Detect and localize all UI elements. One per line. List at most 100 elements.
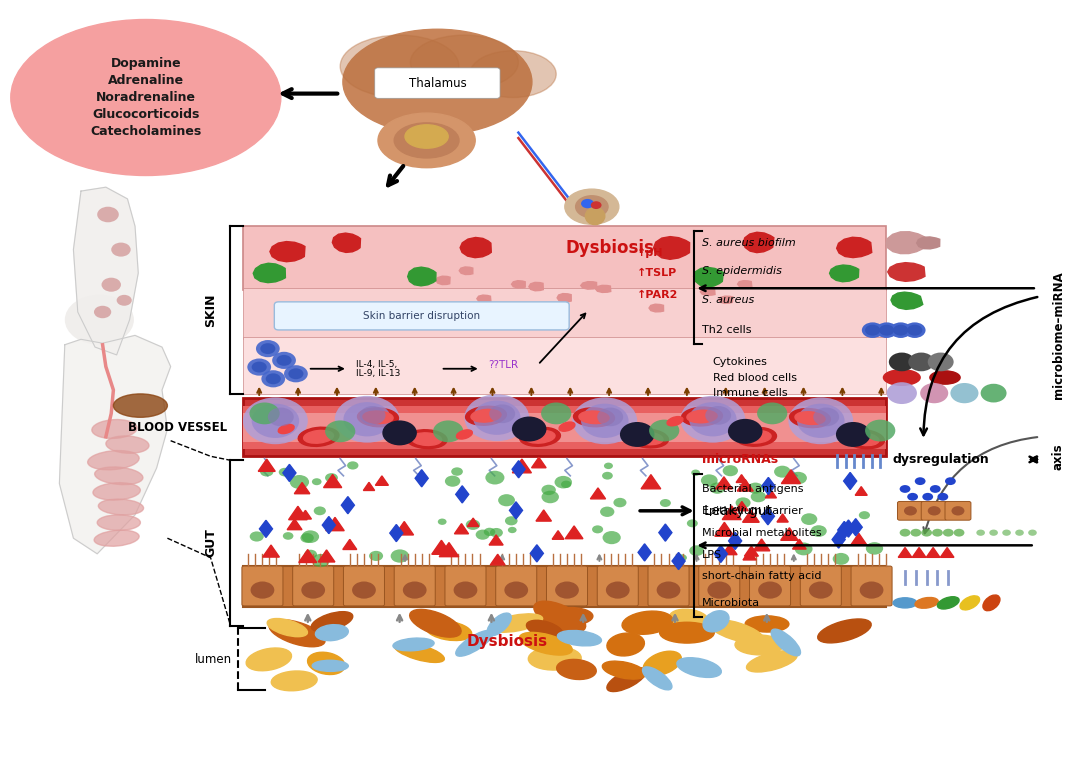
Circle shape [260,343,275,354]
Ellipse shape [644,651,681,675]
Polygon shape [842,520,855,537]
Circle shape [860,581,883,598]
Polygon shape [927,548,940,558]
Ellipse shape [11,20,281,176]
FancyBboxPatch shape [274,302,569,330]
Text: BLOOD VESSEL: BLOOD VESSEL [127,420,227,434]
Ellipse shape [410,35,518,90]
Text: S. aureus biofilm: S. aureus biofilm [702,238,796,248]
FancyBboxPatch shape [750,566,791,606]
Polygon shape [552,530,564,539]
Circle shape [876,322,897,338]
Ellipse shape [394,643,444,662]
FancyBboxPatch shape [546,566,588,606]
Polygon shape [729,532,742,549]
Ellipse shape [795,412,825,424]
Ellipse shape [643,667,672,690]
Text: Dysbiosis: Dysbiosis [566,239,654,257]
Polygon shape [363,482,375,491]
Circle shape [735,498,751,509]
Circle shape [260,466,273,477]
Circle shape [305,550,318,559]
Circle shape [900,529,910,537]
Circle shape [928,353,954,371]
Circle shape [485,470,504,484]
Text: lumen: lumen [195,653,232,666]
Polygon shape [737,475,747,483]
FancyBboxPatch shape [648,566,689,606]
Ellipse shape [308,652,345,675]
Bar [243,413,886,442]
Ellipse shape [534,601,585,633]
Ellipse shape [393,638,434,651]
Ellipse shape [687,410,717,423]
Text: ??TLR: ??TLR [488,360,518,370]
Circle shape [369,551,383,561]
Circle shape [284,365,308,382]
Ellipse shape [267,619,308,636]
Circle shape [272,352,296,369]
Circle shape [890,322,912,338]
Text: Immune cells: Immune cells [713,388,787,398]
Polygon shape [761,477,775,495]
Polygon shape [591,488,606,499]
Polygon shape [512,281,525,288]
FancyBboxPatch shape [445,566,486,606]
Circle shape [473,401,521,435]
Polygon shape [489,535,503,545]
Circle shape [102,278,121,292]
Circle shape [789,472,807,484]
Polygon shape [743,510,759,523]
Ellipse shape [405,125,448,148]
Text: Dopamine
Adrenaline
Noradrenaline
Glucocorticoids
Catecholamines: Dopamine Adrenaline Noradrenaline Glucoc… [90,57,202,138]
Polygon shape [557,293,571,302]
Polygon shape [510,502,523,519]
Polygon shape [326,517,345,530]
Polygon shape [659,524,672,541]
Ellipse shape [525,431,555,443]
Text: Dysbiosis: Dysbiosis [467,633,549,649]
Circle shape [600,506,615,517]
Circle shape [811,525,827,537]
Circle shape [561,480,571,488]
Circle shape [249,402,280,424]
Polygon shape [283,464,296,481]
Circle shape [945,477,956,485]
Ellipse shape [363,411,393,424]
Polygon shape [287,519,302,530]
Circle shape [283,532,294,540]
Polygon shape [793,539,806,549]
Circle shape [728,419,762,444]
Polygon shape [754,539,770,551]
Text: microRNAs: microRNAs [702,453,778,466]
Text: axis: axis [1052,443,1065,470]
Circle shape [887,382,917,404]
Circle shape [498,495,515,506]
Polygon shape [295,483,310,494]
Circle shape [504,581,528,598]
Circle shape [592,526,603,534]
Circle shape [620,422,654,447]
Polygon shape [723,544,737,555]
Ellipse shape [607,668,646,692]
Ellipse shape [246,648,292,671]
Circle shape [97,207,119,222]
Ellipse shape [303,431,334,443]
Polygon shape [455,523,469,534]
Polygon shape [738,480,753,491]
Circle shape [774,466,791,477]
Circle shape [301,530,319,543]
FancyBboxPatch shape [293,566,334,606]
Ellipse shape [528,647,581,670]
Ellipse shape [667,417,683,426]
Polygon shape [838,521,851,538]
Circle shape [454,581,477,598]
Circle shape [445,476,460,487]
Circle shape [581,404,629,438]
Polygon shape [581,282,597,289]
Ellipse shape [983,595,1000,611]
Ellipse shape [557,630,602,646]
Ellipse shape [930,370,960,384]
Ellipse shape [94,530,139,546]
Text: Cytokines: Cytokines [713,357,768,367]
